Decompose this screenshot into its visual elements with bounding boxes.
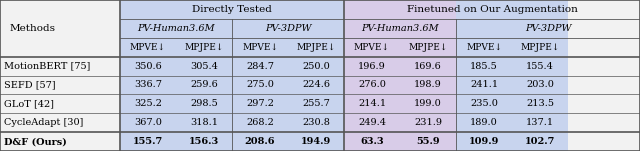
- Text: 208.6: 208.6: [244, 137, 275, 146]
- Text: GLoT [42]: GLoT [42]: [4, 99, 54, 108]
- Text: MotionBERT [75]: MotionBERT [75]: [4, 62, 90, 71]
- Text: PV-Human3.6M: PV-Human3.6M: [137, 24, 215, 33]
- Text: MPVE↓: MPVE↓: [130, 43, 166, 52]
- Text: PV-Human3.6M: PV-Human3.6M: [361, 24, 439, 33]
- Bar: [456, 0, 568, 151]
- Text: 284.7: 284.7: [246, 62, 274, 71]
- Text: MPJPE↓: MPJPE↓: [520, 43, 560, 52]
- Text: 194.9: 194.9: [301, 137, 331, 146]
- Text: 250.0: 250.0: [302, 62, 330, 71]
- Text: 231.9: 231.9: [414, 118, 442, 127]
- Text: 109.9: 109.9: [469, 137, 499, 146]
- Text: 255.7: 255.7: [302, 99, 330, 108]
- Text: 169.6: 169.6: [414, 62, 442, 71]
- Text: Methods: Methods: [10, 24, 56, 33]
- Text: MPJPE↓: MPJPE↓: [296, 43, 336, 52]
- Text: 350.6: 350.6: [134, 62, 162, 71]
- Text: 102.7: 102.7: [525, 137, 555, 146]
- Text: 55.9: 55.9: [416, 137, 440, 146]
- Text: MPJPE↓: MPJPE↓: [184, 43, 224, 52]
- Text: 199.0: 199.0: [414, 99, 442, 108]
- Text: 196.9: 196.9: [358, 62, 386, 71]
- Text: PV-3DPW: PV-3DPW: [265, 24, 311, 33]
- Text: D&F (Ours): D&F (Ours): [4, 137, 67, 146]
- Text: 137.1: 137.1: [526, 118, 554, 127]
- Text: PV-3DPW: PV-3DPW: [525, 24, 572, 33]
- Text: Finetuned on Our Augmentation: Finetuned on Our Augmentation: [406, 5, 577, 14]
- Text: 268.2: 268.2: [246, 118, 274, 127]
- Text: Directly Tested: Directly Tested: [192, 5, 272, 14]
- Text: 305.4: 305.4: [190, 62, 218, 71]
- Text: MPVE↓: MPVE↓: [466, 43, 502, 52]
- Text: CycleAdapt [30]: CycleAdapt [30]: [4, 118, 83, 127]
- Text: 336.7: 336.7: [134, 80, 162, 89]
- Text: 214.1: 214.1: [358, 99, 386, 108]
- Text: 230.8: 230.8: [302, 118, 330, 127]
- Bar: [120, 0, 344, 151]
- Text: 155.7: 155.7: [133, 137, 163, 146]
- Text: 213.5: 213.5: [526, 99, 554, 108]
- Bar: [0, 0, 120, 151]
- Text: 249.4: 249.4: [358, 118, 386, 127]
- Text: 276.0: 276.0: [358, 80, 386, 89]
- Text: 275.0: 275.0: [246, 80, 274, 89]
- Text: 318.1: 318.1: [190, 118, 218, 127]
- Text: 241.1: 241.1: [470, 80, 498, 89]
- Text: 198.9: 198.9: [414, 80, 442, 89]
- Text: 63.3: 63.3: [360, 137, 384, 146]
- Text: 189.0: 189.0: [470, 118, 498, 127]
- Text: 367.0: 367.0: [134, 118, 162, 127]
- Text: MPJPE↓: MPJPE↓: [408, 43, 448, 52]
- Text: 235.0: 235.0: [470, 99, 498, 108]
- Text: MPVE↓: MPVE↓: [354, 43, 390, 52]
- Text: 224.6: 224.6: [302, 80, 330, 89]
- Text: 325.2: 325.2: [134, 99, 162, 108]
- Text: 297.2: 297.2: [246, 99, 274, 108]
- Text: 203.0: 203.0: [526, 80, 554, 89]
- Text: 185.5: 185.5: [470, 62, 498, 71]
- Text: 259.6: 259.6: [190, 80, 218, 89]
- Text: MPVE↓: MPVE↓: [242, 43, 278, 52]
- Text: 298.5: 298.5: [190, 99, 218, 108]
- Text: 155.4: 155.4: [526, 62, 554, 71]
- Text: 156.3: 156.3: [189, 137, 219, 146]
- Text: SEFD [57]: SEFD [57]: [4, 80, 56, 89]
- Bar: [344, 0, 456, 151]
